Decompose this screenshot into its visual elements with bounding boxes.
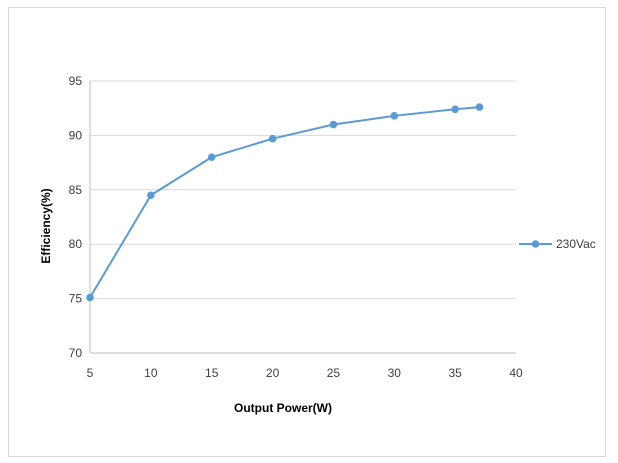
y-tick-label-80: 80 xyxy=(69,237,83,251)
y-axis-title: Efficiency(%) xyxy=(39,188,53,263)
y-tick-label-85: 85 xyxy=(69,183,83,197)
y-tick-labels: 70 75 80 85 90 95 xyxy=(69,74,83,360)
data-point-0-0 xyxy=(86,293,94,302)
gridlines xyxy=(90,80,516,300)
x-tick-label-25: 25 xyxy=(327,366,341,380)
legend: 230Vac xyxy=(519,237,596,251)
chart-frame xyxy=(8,7,606,457)
x-tick-label-30: 30 xyxy=(388,366,402,380)
x-tick-label-40: 40 xyxy=(509,366,523,380)
y-tick-label-70: 70 xyxy=(69,346,83,360)
x-tick-label-35: 35 xyxy=(448,366,462,380)
y-tick-label-95: 95 xyxy=(69,74,83,88)
data-point-0-6 xyxy=(451,105,459,114)
x-tick-label-15: 15 xyxy=(205,366,219,380)
data-point-0-1 xyxy=(147,191,155,200)
legend-point-marker xyxy=(531,240,540,248)
data-point-0-5 xyxy=(390,112,399,120)
x-tick-label-10: 10 xyxy=(144,366,158,380)
x-tick-labels: 5 10 15 20 25 30 35 40 xyxy=(87,366,523,380)
y-tick-label-75: 75 xyxy=(69,292,83,306)
y-tick-label-90: 90 xyxy=(69,128,83,142)
x-axis-title: Output Power(W) xyxy=(234,401,332,415)
series-group xyxy=(86,103,484,302)
data-point-0-3 xyxy=(268,134,277,143)
axes xyxy=(89,81,516,354)
x-tick-label-5: 5 xyxy=(87,366,94,380)
data-point-0-7 xyxy=(475,103,484,111)
data-point-0-4 xyxy=(329,120,338,129)
x-tick-label-20: 20 xyxy=(266,366,280,380)
data-point-0-2 xyxy=(207,153,216,161)
legend-label-230vac: 230Vac xyxy=(556,237,596,251)
series-line-0 xyxy=(89,106,480,299)
